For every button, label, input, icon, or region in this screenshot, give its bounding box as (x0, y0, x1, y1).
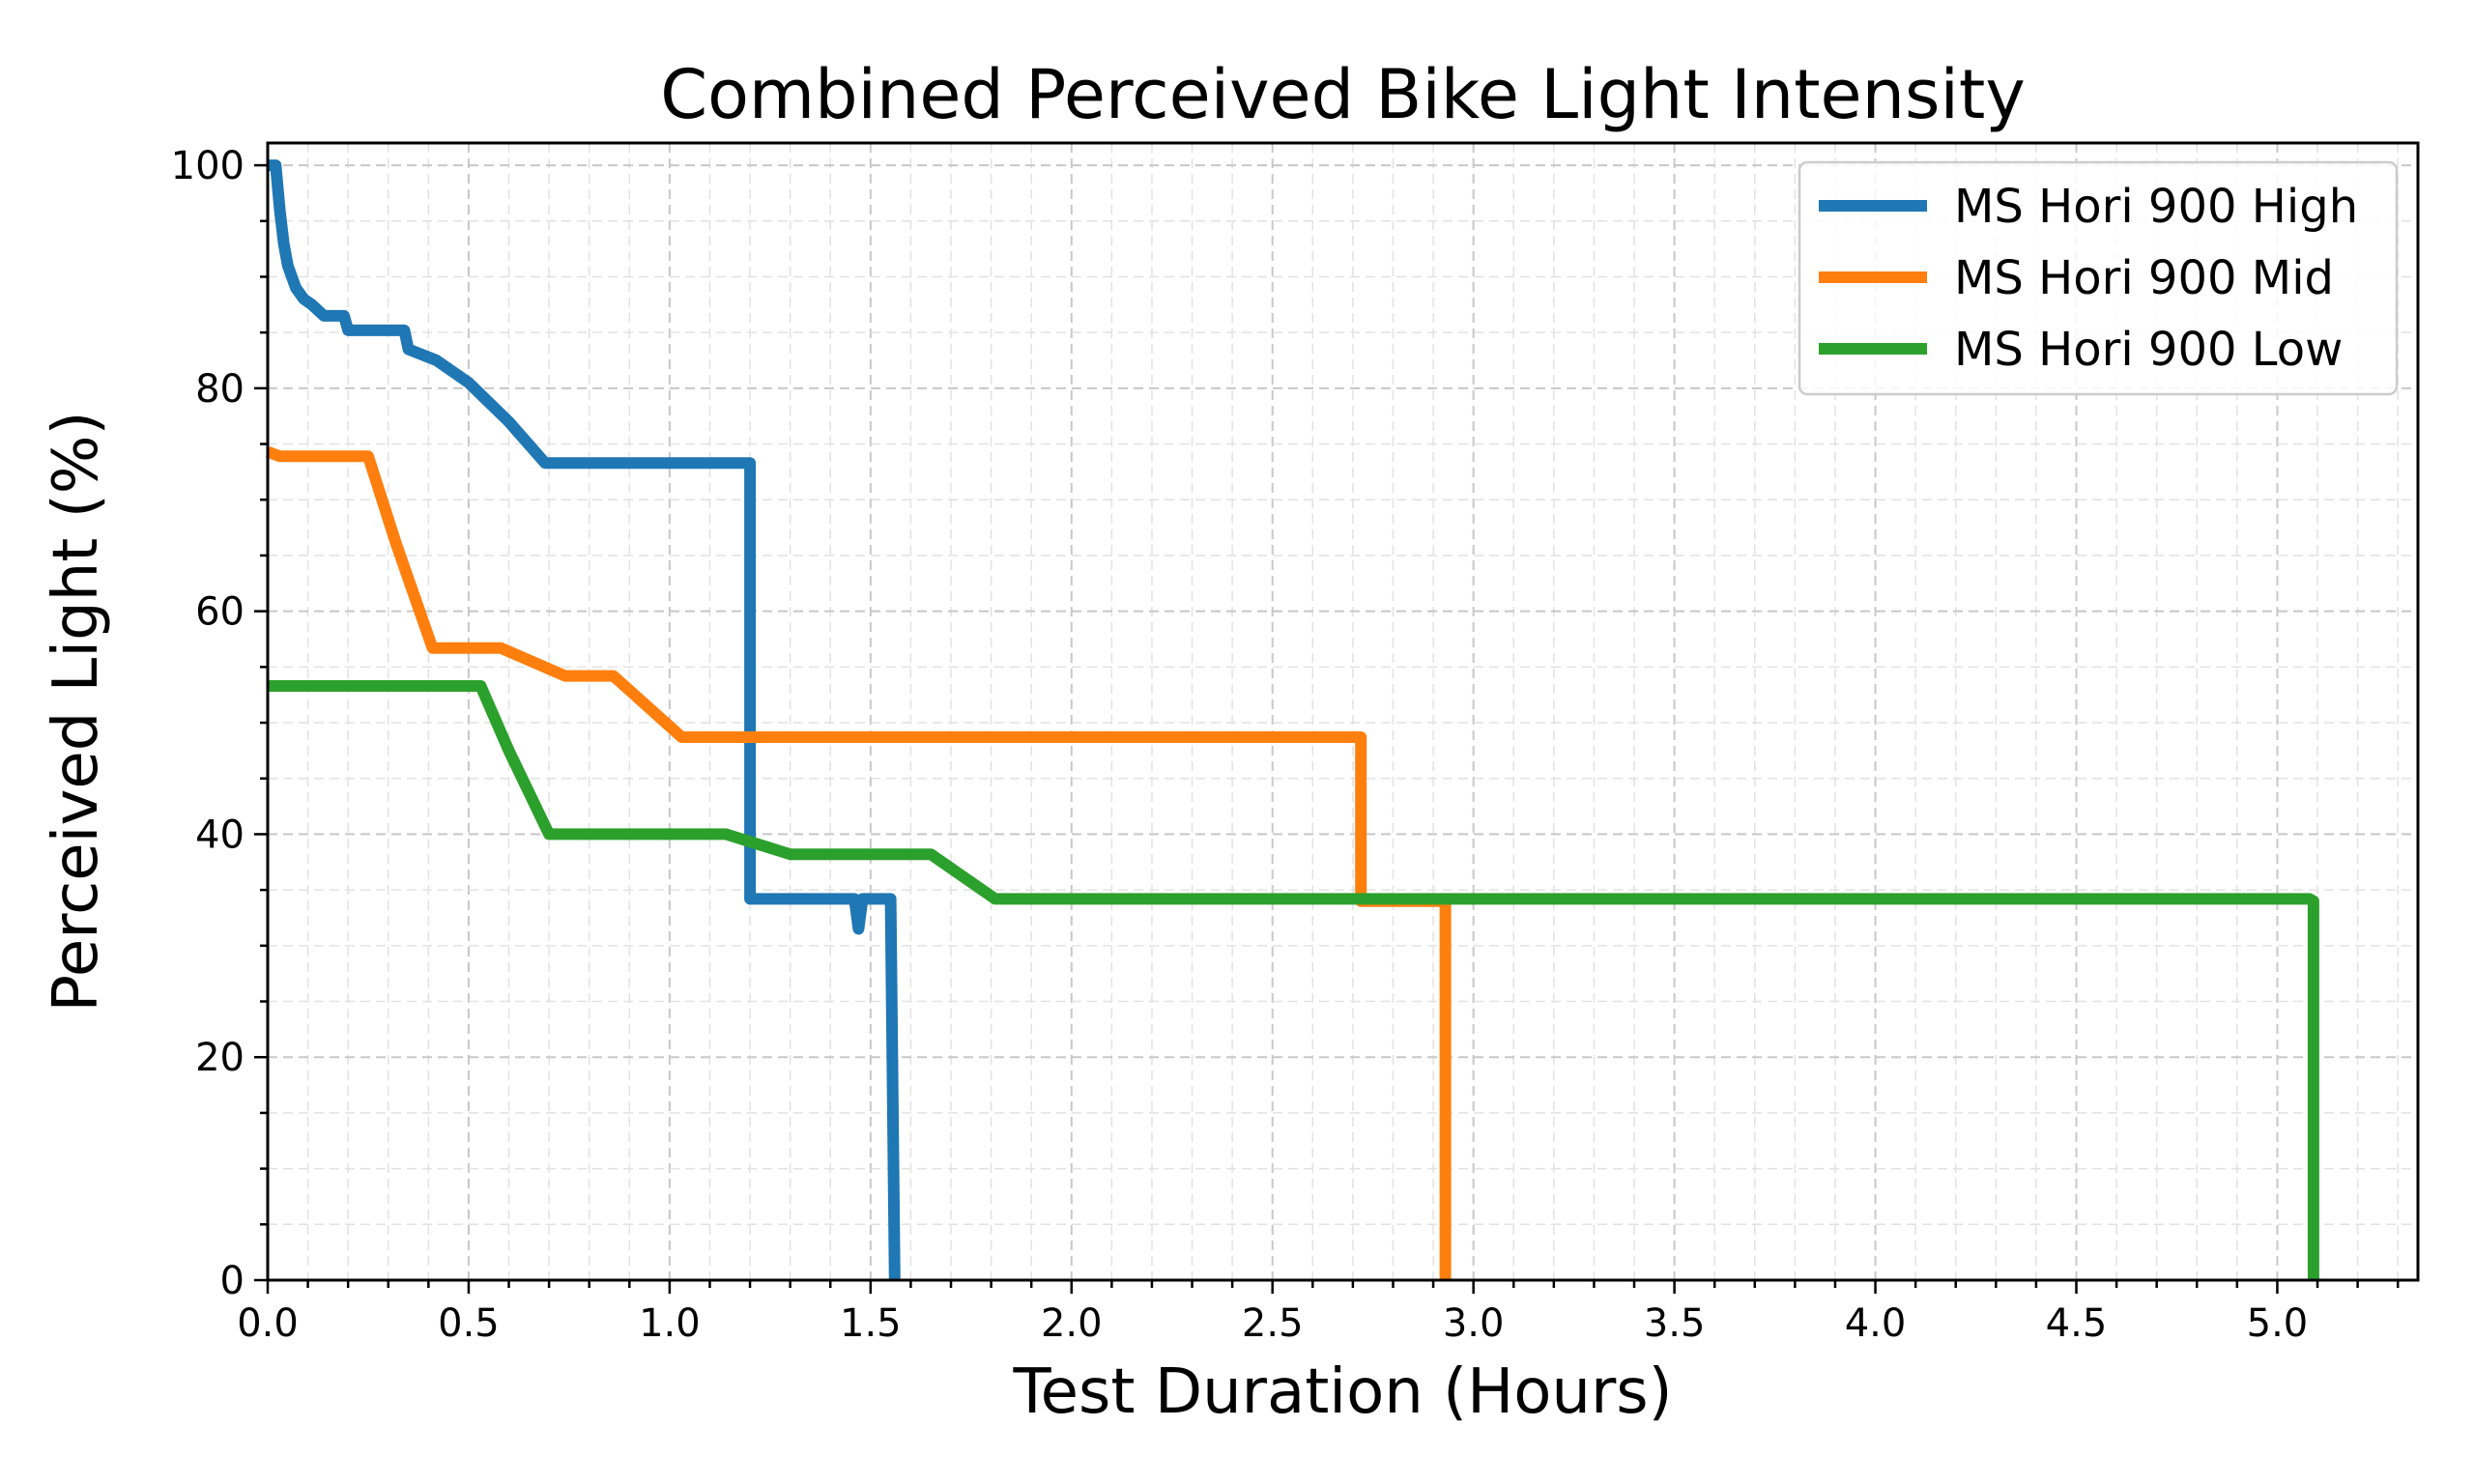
y-axis-title: Perceived Light (%) (41, 412, 112, 1013)
x-tick-label: 3.5 (1644, 1301, 1706, 1346)
plot-frame (266, 141, 2420, 1282)
y-tick-label: 80 (195, 367, 245, 412)
y-tick-label: 40 (195, 813, 245, 857)
ticks-layer: 0.0 0.5 1.0 1.5 2.0 2.5 3.0 3.5 4.0 4.5 5.0 0 20 40 60… (171, 144, 2400, 1346)
legend-label-3: MS Hori 900 Low (1954, 323, 2343, 377)
y-tick-label: 20 (195, 1036, 245, 1080)
chart-title: Combined Perceived Bike Light Intensity (660, 55, 2026, 134)
legend-label-2: MS Hori 900 Mid (1954, 251, 2334, 305)
x-tick-label: 0.0 (237, 1301, 299, 1346)
x-tick-label: 5.0 (2247, 1301, 2309, 1346)
x-tick-label: 0.5 (438, 1301, 500, 1346)
x-tick-label: 4.0 (1845, 1301, 1907, 1346)
legend: MS Hori 900 High MS Hori 900 Mid MS Hori 9… (1798, 160, 2399, 396)
series-line-3 (268, 680, 2319, 1280)
y-tick-label: 60 (195, 590, 245, 635)
x-axis-title: Test Duration (Hours) (1012, 1356, 1672, 1428)
legend-box (1798, 160, 2399, 396)
x-tick-label: 3.0 (1443, 1301, 1505, 1346)
x-tick-label: 1.0 (639, 1301, 701, 1346)
series-layer (265, 159, 2319, 1281)
series-line-1 (268, 159, 901, 1281)
x-tick-label: 1.5 (840, 1301, 902, 1346)
x-tick-label: 2.5 (1242, 1301, 1304, 1346)
legend-label-1: MS Hori 900 High (1954, 180, 2358, 234)
y-tick-label: 0 (220, 1259, 245, 1303)
x-tick-label: 4.5 (2046, 1301, 2108, 1346)
x-tick-label: 2.0 (1041, 1301, 1103, 1346)
y-tick-label: 100 (171, 144, 245, 188)
